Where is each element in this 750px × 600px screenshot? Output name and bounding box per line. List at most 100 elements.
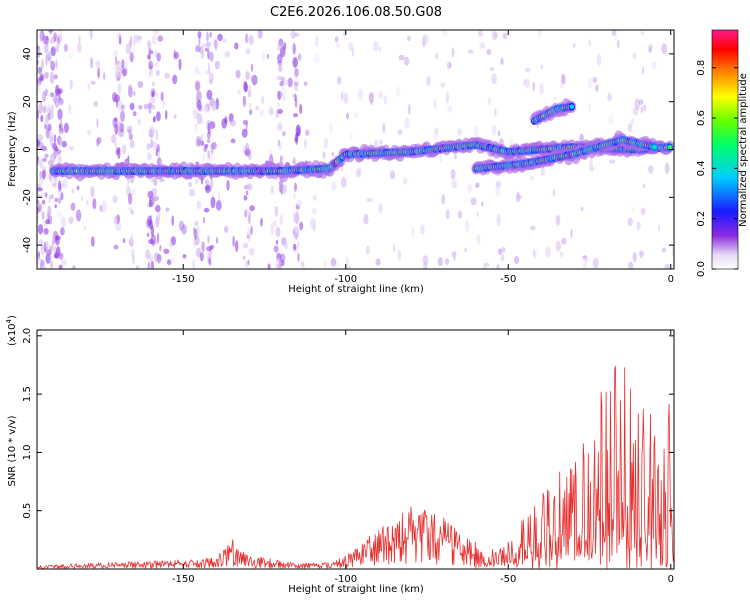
- heatmap-cell: [174, 51, 179, 60]
- heatmap-cell: [494, 107, 497, 117]
- heatmap-cell: [53, 134, 57, 144]
- heatmap-cell: [218, 192, 221, 203]
- heatmap-cell: [130, 232, 134, 243]
- heatmap-cell: [244, 209, 248, 218]
- heatmap-cell: [148, 195, 155, 207]
- heatmap-cell: [245, 142, 249, 152]
- heatmap-cell: [50, 260, 53, 269]
- heatmap-cell: [47, 112, 51, 121]
- heatmap-cell: [272, 220, 278, 227]
- colorbar-gradient: [711, 29, 739, 270]
- heatmap-cell: [197, 99, 202, 111]
- heatmap-cell: [230, 119, 236, 127]
- heatmap-cell: [37, 109, 40, 119]
- heatmap-y-ticks: -40 -20 0 20 40: [22, 48, 674, 253]
- heatmap-cell: [206, 251, 212, 257]
- heatmap-cell: [247, 214, 251, 225]
- heatmap-cell: [112, 195, 118, 204]
- heatmap-cell: [299, 103, 303, 115]
- heatmap-cell: [592, 76, 598, 84]
- heatmap-cell: [396, 86, 401, 97]
- heatmap-cell: [534, 250, 537, 260]
- heatmap-cell: [457, 128, 463, 137]
- heatmap-cell: [120, 110, 125, 123]
- heatmap-cell: [202, 152, 205, 162]
- heatmap-cell: [47, 205, 52, 218]
- heatmap-cell: [153, 30, 159, 35]
- heatmap-cell: [204, 179, 210, 185]
- heatmap-cell: [382, 122, 386, 134]
- heatmap-cell: [473, 125, 479, 138]
- heatmap-cell: [56, 252, 61, 257]
- heatmap-cell: [207, 50, 210, 60]
- heatmap-cell: [69, 146, 74, 151]
- heatmap-cell: [45, 54, 48, 66]
- heatmap-cell: [128, 192, 133, 205]
- heatmap-cell: [235, 240, 239, 253]
- heatmap-cell: [37, 187, 43, 192]
- heatmap-cell: [53, 96, 60, 102]
- x-tick-label: -150: [172, 274, 195, 285]
- heatmap-cell: [206, 41, 210, 52]
- heatmap-cell: [311, 208, 318, 214]
- heatmap-cell: [210, 261, 214, 267]
- heatmap-cell: [149, 68, 152, 78]
- y-tick-label: 1.5: [22, 386, 33, 402]
- x-tick-label: -50: [500, 574, 516, 585]
- heatmap-cell: [217, 33, 223, 42]
- heatmap-cell: [261, 95, 265, 105]
- heatmap-cell: [37, 215, 40, 222]
- heatmap-cell: [148, 108, 152, 114]
- heatmap-cell: [56, 211, 63, 219]
- heatmap-cell: [465, 220, 470, 233]
- heatmap-cell: [296, 209, 299, 220]
- heatmap-cell: [195, 70, 202, 75]
- heatmap-cell: [478, 30, 484, 37]
- heatmap-cell: [125, 181, 129, 192]
- heatmap-cell: [37, 48, 41, 58]
- heatmap-cell: [234, 42, 239, 50]
- heatmap-cell: [614, 32, 618, 42]
- heatmap-cell: [137, 118, 141, 126]
- colorbar-tick-label: 0.4: [696, 160, 707, 176]
- colorbar-tick-label: 0.2: [696, 211, 707, 227]
- heatmap-cell: [155, 204, 161, 213]
- heatmap-cell: [661, 43, 667, 54]
- heatmap-cell: [495, 185, 501, 196]
- heatmap-cell: [249, 205, 255, 212]
- heatmap-cell: [196, 200, 202, 209]
- heatmap-cell: [541, 167, 546, 176]
- heatmap-cell: [204, 184, 211, 194]
- heatmap-x-ticks: -150 -100 -50 0: [172, 30, 674, 285]
- heatmap-cell: [207, 235, 210, 244]
- heatmap-cell: [584, 257, 589, 263]
- heatmap-cell: [648, 165, 654, 174]
- heatmap-cell: [164, 72, 170, 79]
- heatmap-cell: [147, 215, 152, 227]
- heatmap-cell: [150, 60, 155, 66]
- heatmap-cell: [470, 197, 477, 206]
- heatmap-cell: [132, 91, 136, 96]
- heatmap-cell: [143, 103, 150, 110]
- heatmap-cell: [279, 214, 284, 226]
- heatmap-cell: [87, 83, 90, 90]
- heatmap-cell: [171, 215, 174, 226]
- heatmap-cell: [609, 159, 616, 164]
- heatmap-cell: [596, 53, 602, 66]
- heatmap-cell: [181, 224, 187, 235]
- heatmap-cell: [40, 259, 45, 268]
- heatmap-cell: [157, 211, 161, 222]
- heatmap-cell: [489, 67, 495, 72]
- heatmap-cell: [244, 82, 249, 93]
- heatmap-cell: [68, 216, 74, 225]
- heatmap-cell: [638, 250, 645, 257]
- heatmap-cell: [53, 74, 58, 80]
- heatmap-cell: [42, 105, 47, 114]
- heatmap-cell: [475, 182, 480, 188]
- heatmap-cell: [389, 170, 396, 179]
- heatmap-cell: [329, 122, 333, 134]
- colorbar-tick-label: 0.6: [696, 110, 707, 126]
- heatmap-cell: [296, 240, 300, 249]
- heatmap-cell: [532, 81, 536, 92]
- heatmap-cell: [451, 47, 455, 58]
